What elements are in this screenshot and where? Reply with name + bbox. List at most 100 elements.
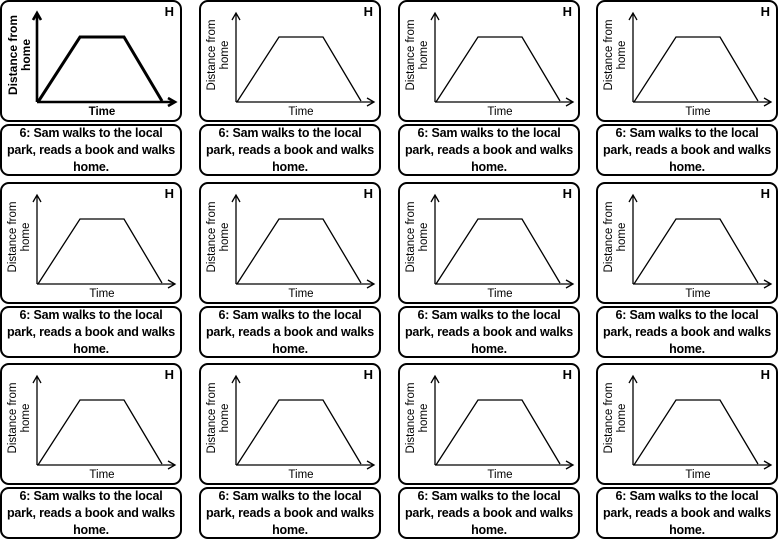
caption-text: 6: Sam walks to the local park, reads a … bbox=[404, 307, 574, 356]
caption-panel: 6: Sam walks to the local park, reads a … bbox=[0, 124, 182, 176]
graph-line bbox=[435, 36, 561, 103]
caption-text: 6: Sam walks to the local park, reads a … bbox=[205, 307, 375, 356]
graph-panel: H Distance from home Time bbox=[596, 363, 778, 485]
graph-card[interactable]: H Distance from home Time 6: Sam walks to t… bbox=[0, 0, 182, 176]
caption-panel: 6: Sam walks to the local park, reads a … bbox=[0, 487, 182, 539]
y-axis-arrow-icon bbox=[32, 193, 42, 203]
distance-time-graph bbox=[231, 374, 376, 470]
x-axis-arrow-icon bbox=[565, 279, 575, 289]
card-label-h: H bbox=[363, 186, 373, 201]
graph-line bbox=[236, 399, 362, 466]
graph-panel: H Distance from home Time bbox=[596, 182, 778, 304]
graph-panel: H Distance from home Time bbox=[0, 363, 182, 485]
graph-panel: H Distance from home Time bbox=[0, 0, 182, 122]
caption-text: 6: Sam walks to the local park, reads a … bbox=[602, 125, 772, 174]
y-axis-arrow-icon bbox=[628, 374, 638, 384]
distance-time-graph bbox=[628, 11, 773, 107]
graph-panel: H Distance from home Time bbox=[398, 363, 580, 485]
caption-text: 6: Sam walks to the local park, reads a … bbox=[6, 488, 176, 537]
x-axis-label: Time bbox=[487, 106, 513, 118]
graph-panel: H Distance from home Time bbox=[398, 182, 580, 304]
graph-line bbox=[633, 36, 759, 103]
x-axis-arrow-icon bbox=[167, 460, 177, 470]
graph-line bbox=[236, 218, 362, 285]
x-axis-arrow-icon bbox=[167, 279, 177, 289]
y-axis-arrow-icon bbox=[430, 374, 440, 384]
y-axis-arrow-icon bbox=[231, 11, 241, 21]
graph-line bbox=[435, 218, 561, 285]
y-axis-arrow-icon bbox=[430, 11, 440, 21]
graph-card[interactable]: H Distance from home Time 6: Sam walks to t… bbox=[596, 363, 778, 539]
card-label-h: H bbox=[760, 186, 770, 201]
graph-card[interactable]: H Distance from home Time 6: Sam walks to t… bbox=[199, 0, 381, 176]
distance-time-graph bbox=[628, 193, 773, 289]
graph-card[interactable]: H Distance from home Time 6: Sam walks to t… bbox=[596, 0, 778, 176]
distance-time-graph bbox=[231, 11, 376, 107]
card-label-h: H bbox=[164, 186, 174, 201]
caption-panel: 6: Sam walks to the local park, reads a … bbox=[398, 487, 580, 539]
caption-panel: 6: Sam walks to the local park, reads a … bbox=[596, 124, 778, 176]
distance-time-graph bbox=[32, 374, 177, 470]
x-axis-label: Time bbox=[288, 288, 314, 300]
graph-card[interactable]: H Distance from home Time 6: Sam walks to t… bbox=[596, 182, 778, 358]
x-axis-arrow-icon bbox=[366, 279, 376, 289]
card-label-h: H bbox=[164, 4, 174, 19]
card-label-h: H bbox=[562, 367, 572, 382]
x-axis-label: Time bbox=[89, 469, 115, 481]
y-axis-arrow-icon bbox=[31, 10, 43, 21]
x-axis-label: Time bbox=[487, 288, 513, 300]
caption-panel: 6: Sam walks to the local park, reads a … bbox=[199, 124, 381, 176]
graph-card[interactable]: H Distance from home Time 6: Sam walks to t… bbox=[199, 363, 381, 539]
caption-text: 6: Sam walks to the local park, reads a … bbox=[602, 307, 772, 356]
caption-text: 6: Sam walks to the local park, reads a … bbox=[205, 125, 375, 174]
distance-time-graph bbox=[430, 374, 575, 470]
caption-text: 6: Sam walks to the local park, reads a … bbox=[6, 307, 176, 356]
distance-time-graph bbox=[430, 193, 575, 289]
card-label-h: H bbox=[562, 4, 572, 19]
caption-text: 6: Sam walks to the local park, reads a … bbox=[404, 125, 574, 174]
graph-card[interactable]: H Distance from home Time 6: Sam walks to t… bbox=[398, 182, 580, 358]
graph-panel: H Distance from home Time bbox=[199, 182, 381, 304]
graph-line bbox=[37, 218, 163, 285]
x-axis-label: Time bbox=[288, 469, 314, 481]
graph-line bbox=[236, 36, 362, 103]
x-axis-arrow-icon bbox=[763, 279, 773, 289]
caption-text: 6: Sam walks to the local park, reads a … bbox=[404, 488, 574, 537]
distance-time-graph bbox=[628, 374, 773, 470]
x-axis-label: Time bbox=[487, 469, 513, 481]
x-axis-label: Time bbox=[88, 106, 116, 118]
card-label-h: H bbox=[164, 367, 174, 382]
caption-panel: 6: Sam walks to the local park, reads a … bbox=[199, 306, 381, 358]
caption-text: 6: Sam walks to the local park, reads a … bbox=[205, 488, 375, 537]
graph-panel: H Distance from home Time bbox=[398, 0, 580, 122]
x-axis-arrow-icon bbox=[565, 460, 575, 470]
graph-line bbox=[435, 399, 561, 466]
caption-panel: 6: Sam walks to the local park, reads a … bbox=[398, 124, 580, 176]
y-axis-arrow-icon bbox=[32, 374, 42, 384]
caption-text: 6: Sam walks to the local park, reads a … bbox=[602, 488, 772, 537]
card-label-h: H bbox=[562, 186, 572, 201]
graph-panel: H Distance from home Time bbox=[199, 363, 381, 485]
x-axis-label: Time bbox=[685, 106, 711, 118]
x-axis-arrow-icon bbox=[366, 97, 376, 107]
graph-panel: H Distance from home Time bbox=[199, 0, 381, 122]
graph-card[interactable]: H Distance from home Time 6: Sam walks to t… bbox=[0, 363, 182, 539]
graph-line bbox=[633, 218, 759, 285]
y-axis-arrow-icon bbox=[628, 193, 638, 203]
distance-time-graph bbox=[32, 193, 177, 289]
graph-card[interactable]: H Distance from home Time 6: Sam walks to t… bbox=[0, 182, 182, 358]
y-axis-arrow-icon bbox=[231, 193, 241, 203]
y-axis-arrow-icon bbox=[430, 193, 440, 203]
graph-card[interactable]: H Distance from home Time 6: Sam walks to t… bbox=[199, 182, 381, 358]
card-label-h: H bbox=[760, 367, 770, 382]
graph-line bbox=[37, 399, 163, 466]
graph-line bbox=[36, 35, 164, 103]
caption-panel: 6: Sam walks to the local park, reads a … bbox=[0, 306, 182, 358]
x-axis-label: Time bbox=[685, 469, 711, 481]
x-axis-arrow-icon bbox=[366, 460, 376, 470]
graph-card[interactable]: H Distance from home Time 6: Sam walks to t… bbox=[398, 0, 580, 176]
graph-card[interactable]: H Distance from home Time 6: Sam walks to t… bbox=[398, 363, 580, 539]
caption-panel: 6: Sam walks to the local park, reads a … bbox=[596, 306, 778, 358]
graph-panel: H Distance from home Time bbox=[0, 182, 182, 304]
